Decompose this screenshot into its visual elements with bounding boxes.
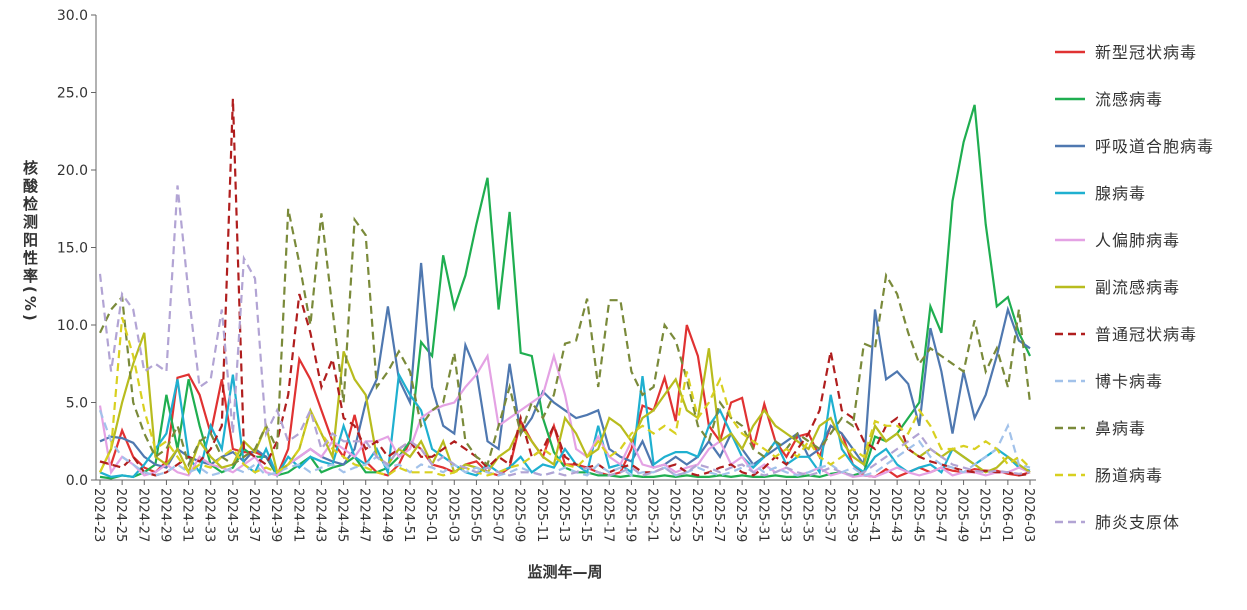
series-line: [99, 262, 1031, 474]
x-tick-label: 2025-19: [622, 488, 637, 542]
legend-label: 副流感病毒: [1095, 278, 1180, 297]
series-line: [99, 98, 1031, 477]
x-tick-label: 2025-37: [822, 488, 837, 542]
x-tick-label: 2026-01: [999, 488, 1014, 542]
x-tick-label: 2025-35: [800, 488, 815, 542]
x-tick-label: 2025-11: [534, 488, 549, 542]
series-line: [99, 316, 1031, 477]
x-tick-label: 2025-13: [556, 488, 571, 542]
series-line: [98, 351, 1031, 479]
x-tick-label: 2025-03: [445, 488, 460, 542]
x-tick-label: 2024-37: [246, 488, 261, 542]
legend-label: 肠道病毒: [1095, 466, 1163, 485]
y-tick-label: 20.0: [57, 163, 88, 179]
x-tick-label: 2025-29: [733, 488, 748, 542]
y-tick-label: 0.0: [66, 473, 88, 489]
legend-label: 鼻病毒: [1095, 419, 1146, 438]
legend-label: 腺病毒: [1095, 184, 1146, 203]
x-tick-label: 2025-31: [755, 488, 770, 542]
x-tick-label: 2025-01: [423, 488, 438, 542]
x-tick-label: 2024-41: [290, 488, 305, 542]
x-tick-label: 2025-43: [888, 488, 903, 542]
x-tick-label: 2025-39: [844, 488, 859, 542]
x-tick-label: 2025-33: [777, 488, 792, 542]
series-line: [98, 409, 1031, 477]
x-tick-label: 2024-29: [157, 488, 172, 542]
legend-label: 流感病毒: [1095, 90, 1163, 109]
x-tick-label: 2024-23: [91, 488, 106, 542]
x-tick-label: 2024-39: [268, 488, 283, 542]
legend-label: 普通冠状病毒: [1095, 325, 1197, 344]
x-tick-label: 2025-47: [932, 488, 947, 542]
x-tick-label: 2025-25: [689, 488, 704, 542]
y-tick-label: 10.0: [57, 318, 88, 334]
x-tick-label: 2024-45: [335, 488, 350, 542]
x-tick-label: 2024-51: [401, 488, 416, 542]
y-axis-title: 核酸检测阳性率(%): [21, 159, 39, 324]
x-tick-label: 2024-43: [312, 488, 327, 542]
x-tick-label: 2024-25: [113, 488, 128, 542]
x-tick-label: 2025-51: [977, 488, 992, 542]
x-tick-label: 2025-41: [866, 488, 881, 542]
x-axis-title: 监测年—周: [527, 563, 602, 581]
x-tick-label: 2024-27: [135, 488, 150, 542]
x-tick-label: 2025-21: [645, 488, 660, 542]
y-tick-label: 15.0: [57, 241, 88, 257]
x-tick-label: 2024-47: [357, 488, 372, 542]
x-tick-label: 2025-07: [490, 488, 505, 542]
x-tick-label: 2025-17: [600, 488, 615, 542]
legend-label: 人偏肺病毒: [1095, 231, 1180, 250]
x-tick-label: 2025-09: [512, 488, 527, 542]
x-tick-label: 2025-05: [467, 488, 482, 542]
x-tick-label: 2025-23: [667, 488, 682, 542]
legend-label: 博卡病毒: [1095, 372, 1163, 391]
x-tick-label: 2025-15: [578, 488, 593, 542]
x-tick-label: 2024-49: [379, 488, 394, 542]
series-line: [99, 208, 1032, 468]
x-tick-label: 2025-27: [711, 488, 726, 542]
x-tick-label: 2025-45: [910, 488, 925, 542]
legend-label: 肺炎支原体: [1095, 513, 1180, 532]
x-tick-label: 2026-03: [1021, 488, 1036, 542]
y-tick-label: 5.0: [66, 396, 88, 412]
y-tick-label: 25.0: [57, 86, 88, 102]
x-tick-label: 2025-49: [955, 488, 970, 542]
legend-label: 新型冠状病毒: [1095, 43, 1197, 62]
x-tick-label: 2024-31: [180, 488, 195, 542]
legend-label: 呼吸道合胞病毒: [1095, 137, 1214, 156]
series-line: [99, 332, 1031, 476]
series-line: [98, 185, 1031, 477]
x-tick-label: 2024-35: [224, 488, 239, 542]
x-tick-label: 2024-33: [202, 488, 217, 542]
y-tick-label: 30.0: [57, 8, 88, 24]
